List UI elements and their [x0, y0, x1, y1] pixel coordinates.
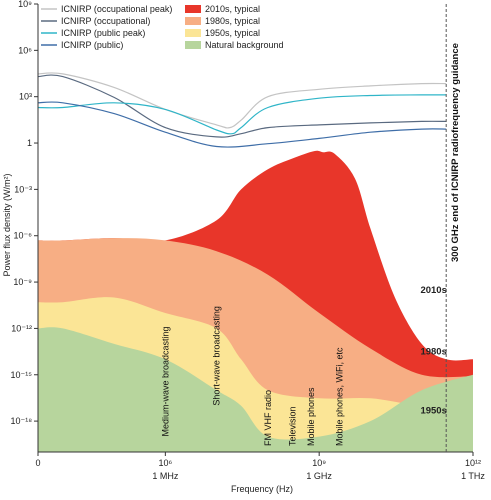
- legend-swatch: [185, 29, 201, 37]
- legend-label: 1950s, typical: [205, 28, 260, 38]
- band-annotation: Mobile phones, WiFi, etc: [335, 347, 345, 446]
- legend-label: 1980s, typical: [205, 16, 260, 26]
- legend-label: 2010s, typical: [205, 4, 260, 14]
- line-icnirp-occupational-peak: [37, 72, 447, 129]
- x-tick-sublabel: 1 GHz: [306, 471, 332, 481]
- y-tick-label: 10⁻¹⁵: [11, 370, 33, 380]
- legend-label: ICNIRP (occupational peak): [61, 4, 172, 14]
- line-icnirp-occupational: [37, 74, 447, 138]
- x-tick-label: 10¹²: [465, 458, 481, 468]
- legend-swatch: [185, 41, 201, 49]
- band-annotation: Mobile phones: [306, 387, 316, 446]
- y-axis-title: Power flux density (W/m²): [2, 173, 12, 276]
- y-tick-label: 10⁻⁶: [14, 231, 33, 241]
- y-tick-label: 10⁹: [18, 0, 32, 9]
- legend-label: ICNIRP (public peak): [61, 28, 145, 38]
- y-tick-label: 10⁻³: [14, 184, 32, 194]
- legend-swatch: [185, 5, 201, 13]
- icnirp-lines-layer: [37, 72, 447, 148]
- y-tick-label: 10⁶: [18, 45, 32, 55]
- areas-layer: [38, 150, 477, 452]
- band-annotation: Short-wave broadcasting: [212, 306, 222, 406]
- band-annotation: FM VHF radio: [263, 390, 273, 446]
- x-tick-label: 10⁹: [312, 458, 326, 468]
- line-icnirp-public-peak: [37, 94, 447, 135]
- cutoff-label: 300 GHz end of ICNIRP radiofrequency gui…: [450, 43, 461, 262]
- y-tick-label: 10⁻¹²: [11, 323, 32, 333]
- y-tick-label: 10⁻⁹: [13, 277, 32, 287]
- legend-label: ICNIRP (public): [61, 40, 123, 50]
- x-tick-sublabel: 1 THz: [461, 471, 485, 481]
- line-icnirp-public: [37, 101, 447, 148]
- legend: ICNIRP (occupational peak) ICNIRP (occupa…: [39, 4, 299, 55]
- era-label: 1980s: [420, 347, 446, 358]
- x-tick-label: 0: [35, 458, 40, 468]
- y-tick-label: 10⁻¹⁸: [10, 416, 32, 426]
- annotations-layer: 300 GHz end of ICNIRP radiofrequency gui…: [160, 4, 461, 452]
- x-tick-sublabel: 1 MHz: [152, 471, 179, 481]
- y-tick-label: 10³: [19, 92, 32, 102]
- legend-background: [39, 5, 299, 55]
- x-tick-label: 10⁶: [158, 458, 172, 468]
- axes-layer: 10⁹ 10⁶ 10³ 1 10⁻³ 10⁻⁶ 10⁻⁹ 10⁻¹² 10⁻¹⁵ 10⁻¹⁸ 0 10…: [10, 0, 485, 481]
- y-tick-label: 1: [27, 138, 32, 148]
- era-label: 2010s: [420, 285, 446, 296]
- legend-label: Natural background: [205, 40, 284, 50]
- band-annotation: Medium-wave broadcasting: [160, 326, 170, 436]
- legend-swatch: [185, 17, 201, 25]
- legend-label: ICNIRP (occupational): [61, 16, 150, 26]
- band-annotation: Television: [287, 406, 297, 446]
- x-axis-title: Frequency (Hz): [231, 484, 293, 494]
- area-natural-background: [38, 327, 477, 452]
- era-label: 1950s: [420, 406, 446, 417]
